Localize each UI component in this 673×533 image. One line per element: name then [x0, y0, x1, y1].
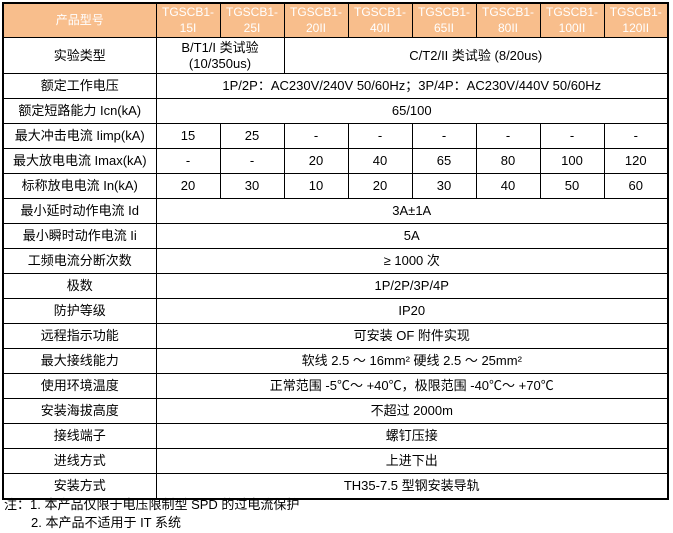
row-poles: 极数 1P/2P/3P/4P: [2, 273, 669, 300]
product-spec-table: 产品型号 TGSCB1-15I TGSCB1-25I TGSCB1-20II T…: [2, 2, 669, 500]
row-label: 防护等级: [2, 298, 157, 325]
footnotes: 注：1. 本产品仅限于电压限制型 SPD 的过电流保护 2. 本产品不适用于 I…: [4, 496, 299, 532]
row-label: 额定工作电压: [2, 73, 157, 100]
row-protection-grade: 防护等级 IP20: [2, 298, 669, 325]
row-label: 最小瞬时动作电流 Ii: [2, 223, 157, 250]
row-label: 最大冲击电流 Iimp(kA): [2, 123, 157, 150]
row-label: 进线方式: [2, 448, 157, 475]
row-min-instant-current: 最小瞬时动作电流 Ii 5A: [2, 223, 669, 250]
row-wire-entry-mode: 进线方式 上进下出: [2, 448, 669, 475]
row-installation-altitude: 安装海拔高度 不超过 2000m: [2, 398, 669, 425]
header-product-model-label: 产品型号: [2, 2, 157, 39]
cell-value: -: [539, 123, 605, 150]
cell-value: -: [219, 148, 285, 175]
row-label: 实验类型: [2, 37, 157, 75]
row-label: 额定短路能力 Icn(kA): [2, 98, 157, 125]
row-max-discharge-current: 最大放电电流 Imax(kA) - - 20 40 65 80 100 120: [2, 148, 669, 175]
row-remote-indication: 远程指示功能 可安装 OF 附件实现: [2, 323, 669, 350]
cell-value: 20: [155, 173, 221, 200]
row-terminal-type: 接线端子 螺钉压接: [2, 423, 669, 450]
row-value: TH35-7.5 型钢安装导轨: [155, 473, 669, 500]
row-label: 标称放电电流 In(kA): [2, 173, 157, 200]
row-value: ≥ 1000 次: [155, 248, 669, 275]
row-label: 最小延时动作电流 Id: [2, 198, 157, 225]
row-rated-voltage: 额定工作电压 1P/2P：AC230V/240V 50/60Hz；3P/4P：A…: [2, 73, 669, 100]
cell-value: -: [603, 123, 669, 150]
cell-value: -: [347, 123, 413, 150]
header-model-tgscb1-25i: TGSCB1-25I: [219, 2, 285, 39]
row-value: 螺钉压接: [155, 423, 669, 450]
cell-value: 15: [155, 123, 221, 150]
row-test-type: 实验类型 B/T1/I 类试验 (10/350us) C/T2/II 类试验 (…: [2, 37, 669, 75]
cell-value: -: [155, 148, 221, 175]
cell-value: 80: [475, 148, 541, 175]
cell-value: 20: [347, 173, 413, 200]
header-model-tgscb1-120ii: TGSCB1-120II: [603, 2, 669, 39]
row-breaking-times: 工频电流分断次数 ≥ 1000 次: [2, 248, 669, 275]
row-max-wiring-capacity: 最大接线能力 软线 2.5 ～ 16mm² 硬线 2.5 ～ 25mm²: [2, 348, 669, 375]
row-label: 极数: [2, 273, 157, 300]
cell-value: 30: [411, 173, 477, 200]
row-value: 可安装 OF 附件实现: [155, 323, 669, 350]
note-line-2: 2. 本产品不适用于 IT 系统: [31, 515, 181, 530]
row-value: IP20: [155, 298, 669, 325]
row-value: 软线 2.5 ～ 16mm² 硬线 2.5 ～ 25mm²: [155, 348, 669, 375]
cell-value: 50: [539, 173, 605, 200]
row-mounting-mode: 安装方式 TH35-7.5 型钢安装导轨: [2, 473, 669, 500]
cell-value: 60: [603, 173, 669, 200]
row-value: 3A±1A: [155, 198, 669, 225]
cell-value: 10: [283, 173, 349, 200]
row-label: 工频电流分断次数: [2, 248, 157, 275]
row-short-circuit-capacity: 额定短路能力 Icn(kA) 65/100: [2, 98, 669, 125]
row-value: 65/100: [155, 98, 669, 125]
header-model-tgscb1-40ii: TGSCB1-40II: [347, 2, 413, 39]
cell-value: -: [411, 123, 477, 150]
row-value: 上进下出: [155, 448, 669, 475]
row-label: 使用环境温度: [2, 373, 157, 400]
header-model-tgscb1-100ii: TGSCB1-100II: [539, 2, 605, 39]
note-line-1: 注：1. 本产品仅限于电压限制型 SPD 的过电流保护: [4, 497, 300, 512]
row-value: 正常范围 -5℃～ +40℃，极限范围 -40℃～ +70℃: [155, 373, 669, 400]
cell-value: 120: [603, 148, 669, 175]
header-model-tgscb1-20ii: TGSCB1-20II: [283, 2, 349, 39]
header-model-tgscb1-80ii: TGSCB1-80II: [475, 2, 541, 39]
header-row: 产品型号 TGSCB1-15I TGSCB1-25I TGSCB1-20II T…: [2, 2, 669, 39]
row-ambient-temperature: 使用环境温度 正常范围 -5℃～ +40℃，极限范围 -40℃～ +70℃: [2, 373, 669, 400]
cell-value: -: [475, 123, 541, 150]
header-model-tgscb1-65ii: TGSCB1-65II: [411, 2, 477, 39]
header-model-tgscb1-15i: TGSCB1-15I: [155, 2, 221, 39]
row-value: 不超过 2000m: [155, 398, 669, 425]
row-value: 1P/2P：AC230V/240V 50/60Hz；3P/4P：AC230V/4…: [155, 73, 669, 100]
cell-value: 65: [411, 148, 477, 175]
cell-value: 100: [539, 148, 605, 175]
row-label: 最大放电电流 Imax(kA): [2, 148, 157, 175]
row-label: 安装海拔高度: [2, 398, 157, 425]
row-max-impulse-current: 最大冲击电流 Iimp(kA) 15 25 - - - - - -: [2, 123, 669, 150]
row-min-delay-current: 最小延时动作电流 Id 3A±1A: [2, 198, 669, 225]
cell-value: 30: [219, 173, 285, 200]
row-nominal-discharge-current: 标称放电电流 In(kA) 20 30 10 20 30 40 50 60: [2, 173, 669, 200]
row-value: 1P/2P/3P/4P: [155, 273, 669, 300]
test-class-i-cell: B/T1/I 类试验 (10/350us): [155, 37, 285, 75]
row-value: 5A: [155, 223, 669, 250]
cell-value: 25: [219, 123, 285, 150]
cell-value: 40: [347, 148, 413, 175]
test-class-ii-cell: C/T2/II 类试验 (8/20us): [283, 37, 669, 75]
cell-value: 20: [283, 148, 349, 175]
cell-value: -: [283, 123, 349, 150]
cell-value: 40: [475, 173, 541, 200]
row-label: 远程指示功能: [2, 323, 157, 350]
row-label: 最大接线能力: [2, 348, 157, 375]
row-label: 安装方式: [2, 473, 157, 500]
row-label: 接线端子: [2, 423, 157, 450]
